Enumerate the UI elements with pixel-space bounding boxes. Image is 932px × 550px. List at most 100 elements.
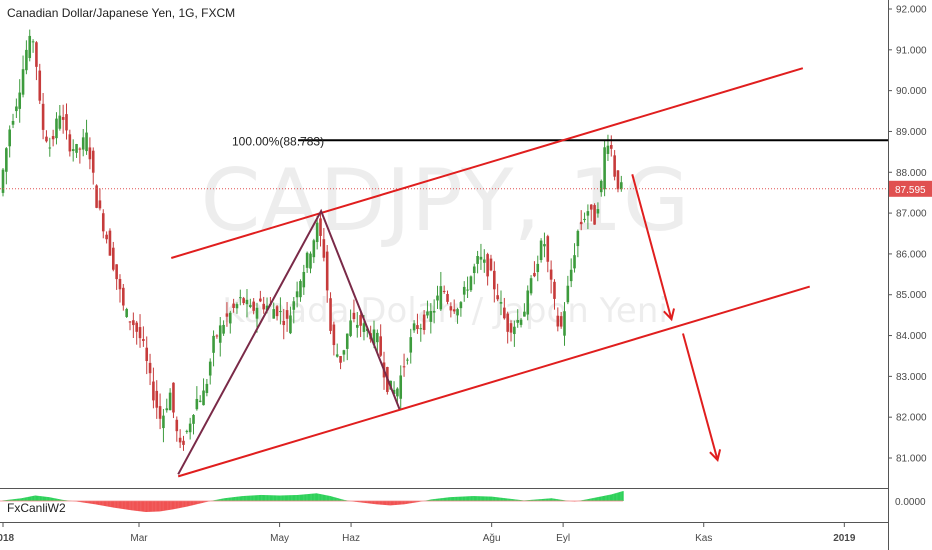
candle-up — [436, 295, 439, 301]
candle-down — [128, 321, 132, 323]
candle-down — [489, 258, 493, 271]
candle-down — [155, 390, 159, 408]
candle-up — [305, 252, 309, 268]
candle-up — [476, 255, 479, 264]
abc-pattern-line[interactable] — [177, 208, 401, 475]
candle-up — [392, 389, 396, 395]
candle-up — [536, 263, 540, 273]
candle-down — [145, 347, 149, 362]
candle-up — [222, 324, 225, 334]
projection-arrow-head — [709, 449, 722, 463]
candle-up — [165, 408, 169, 411]
candle-down — [88, 147, 92, 160]
candle-up — [208, 361, 212, 376]
candle-up — [603, 147, 606, 190]
candle-up — [162, 415, 165, 429]
price-tick-label: 81.000 — [896, 454, 927, 465]
candle-up — [235, 304, 239, 309]
candle-up — [429, 311, 433, 322]
candle-up — [519, 319, 523, 325]
candle-down — [613, 155, 616, 177]
candle-up — [75, 144, 78, 153]
candle-down — [332, 324, 336, 346]
candle-up — [406, 359, 409, 361]
candle-up — [205, 383, 209, 393]
candle-down — [175, 419, 179, 432]
candle-up — [459, 302, 463, 309]
candle-down — [91, 150, 95, 173]
projection-arrow-shaft[interactable] — [682, 333, 719, 461]
candle-up — [245, 299, 249, 305]
candle-down — [452, 309, 456, 312]
candle-up — [249, 305, 252, 307]
candle-up — [472, 266, 476, 274]
lower-channel-line[interactable] — [177, 285, 811, 478]
candle-up — [299, 281, 302, 298]
candle-up — [516, 320, 520, 323]
candle-up — [185, 430, 189, 432]
candle-down — [616, 170, 620, 190]
oscillator — [0, 491, 624, 512]
candle-up — [198, 400, 202, 402]
time-tick-label: Haz — [342, 533, 360, 544]
candle-down — [252, 301, 255, 311]
candle-up — [292, 301, 296, 310]
candle-down — [506, 313, 509, 332]
current-price-tag — [889, 180, 932, 197]
candle-down — [329, 298, 332, 331]
candle-up — [569, 269, 573, 282]
candle-up — [48, 147, 52, 149]
candle-up — [596, 209, 600, 214]
candle-up — [15, 106, 18, 112]
candle-down — [352, 312, 356, 320]
candle-up — [529, 278, 533, 294]
candle-up — [315, 222, 319, 243]
price-tick-label: 88.000 — [896, 168, 927, 179]
oscillator-name: FxCanliW2 — [7, 501, 66, 515]
candle-up — [606, 145, 610, 154]
candle-down — [38, 70, 42, 101]
candle-down — [135, 322, 138, 332]
projection-arrow-shaft[interactable] — [631, 174, 673, 320]
candle-up — [81, 137, 85, 150]
price-tick-label: 87.000 — [896, 209, 927, 220]
candle-down — [215, 335, 219, 337]
time-tick-label: May — [270, 533, 289, 544]
candle-down — [35, 42, 38, 67]
candle-up — [576, 230, 580, 247]
candle-down — [138, 327, 142, 339]
time-tick-label: Ağu — [483, 533, 501, 544]
candle-up — [168, 392, 172, 411]
candle-down — [275, 306, 279, 317]
candle-down — [359, 315, 362, 326]
candle-down — [51, 136, 55, 140]
candle-down — [178, 437, 182, 443]
candle-down — [172, 382, 175, 413]
candle-down — [232, 303, 235, 308]
candle-down — [262, 303, 265, 310]
candle-up — [479, 256, 483, 260]
price-axis-ticks: 92.000 91.000 90.000 89.000 88.000 87.000 86.0… — [888, 5, 927, 465]
candle-up — [312, 240, 316, 258]
candle-up — [31, 41, 35, 43]
candle-up — [212, 335, 215, 353]
candle-up — [566, 285, 570, 303]
candle-up — [482, 259, 486, 263]
main-panel[interactable] — [0, 0, 888, 488]
candle-up — [25, 49, 28, 71]
candle-down — [402, 366, 406, 368]
candle-up — [462, 286, 466, 295]
candle-up — [432, 310, 436, 313]
candle-down — [225, 313, 229, 317]
candle-up — [11, 120, 15, 125]
candle-down — [379, 336, 382, 356]
upper-channel-line[interactable] — [170, 67, 804, 259]
price-tick-label: 90.000 — [896, 86, 927, 97]
price-tick-label: 89.000 — [896, 127, 927, 138]
candle-up — [396, 388, 399, 397]
candle-down — [95, 185, 98, 208]
candle-down — [242, 298, 245, 304]
candle-down — [142, 339, 145, 341]
candle-down — [122, 287, 125, 306]
